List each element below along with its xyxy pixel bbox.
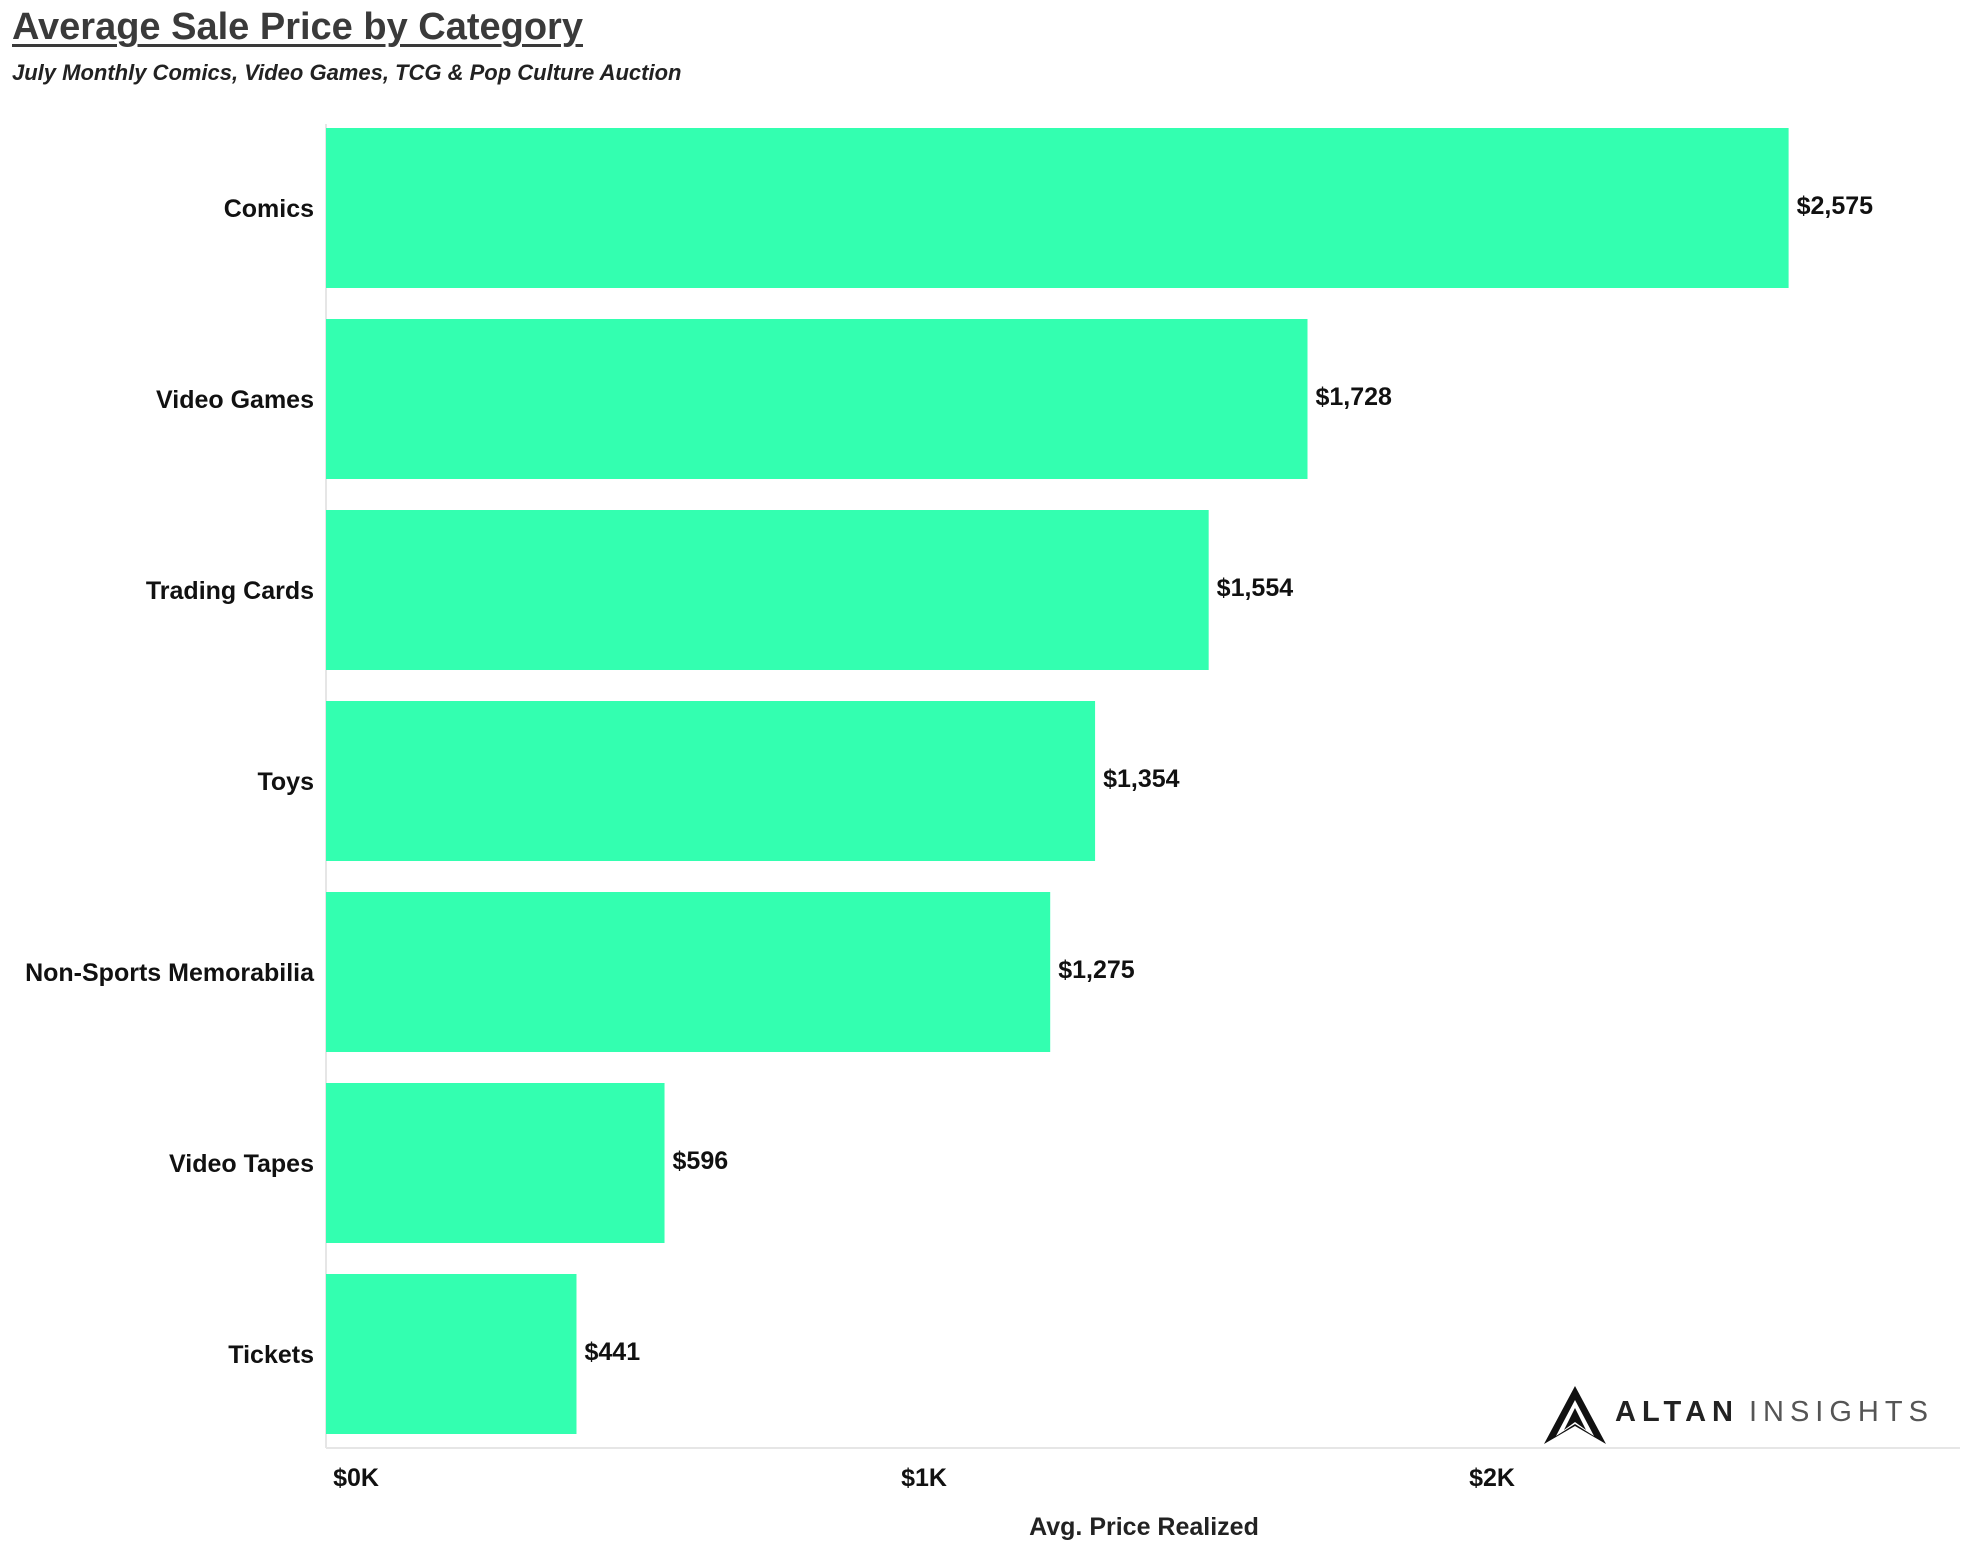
category-label: Non-Sports Memorabilia (25, 959, 315, 987)
value-label: $2,575 (1797, 192, 1874, 220)
category-label: Video Games (156, 386, 314, 414)
value-label: $1,354 (1103, 765, 1180, 793)
category-label: Comics (224, 195, 314, 223)
x-tick-label: $0K (333, 1464, 379, 1492)
value-label: $1,554 (1217, 574, 1294, 602)
category-label: Trading Cards (146, 577, 314, 605)
bar-toys (326, 701, 1096, 861)
bar-comics (326, 128, 1789, 288)
category-label: Video Tapes (169, 1150, 314, 1178)
category-label: Tickets (228, 1341, 314, 1369)
value-label: $441 (584, 1338, 640, 1366)
bar-tickets (326, 1274, 577, 1434)
altan-mountain-icon (1544, 1386, 1606, 1444)
category-label: Toys (258, 768, 315, 796)
chart-title: Average Sale Price by Category (12, 6, 583, 48)
value-label: $1,728 (1316, 383, 1393, 411)
bar-video-tapes (326, 1083, 665, 1243)
bar-non-sports-memorabilia (326, 892, 1051, 1052)
x-axis-title: Avg. Price Realized (1029, 1513, 1259, 1541)
bar-video-games (326, 319, 1308, 479)
x-tick-label: $2K (1469, 1464, 1515, 1492)
altan-insights-logo: ALTAN INSIGHTS (1540, 1382, 1940, 1450)
value-label: $1,275 (1058, 956, 1135, 984)
x-tick-label: $1K (901, 1464, 947, 1492)
value-label: $596 (673, 1147, 729, 1175)
logo-word-insights: INSIGHTS (1748, 1396, 1934, 1428)
bar-trading-cards (326, 510, 1209, 670)
chart-subtitle: July Monthly Comics, Video Games, TCG & … (12, 60, 682, 85)
logo-word-altan: ALTAN (1615, 1396, 1739, 1428)
